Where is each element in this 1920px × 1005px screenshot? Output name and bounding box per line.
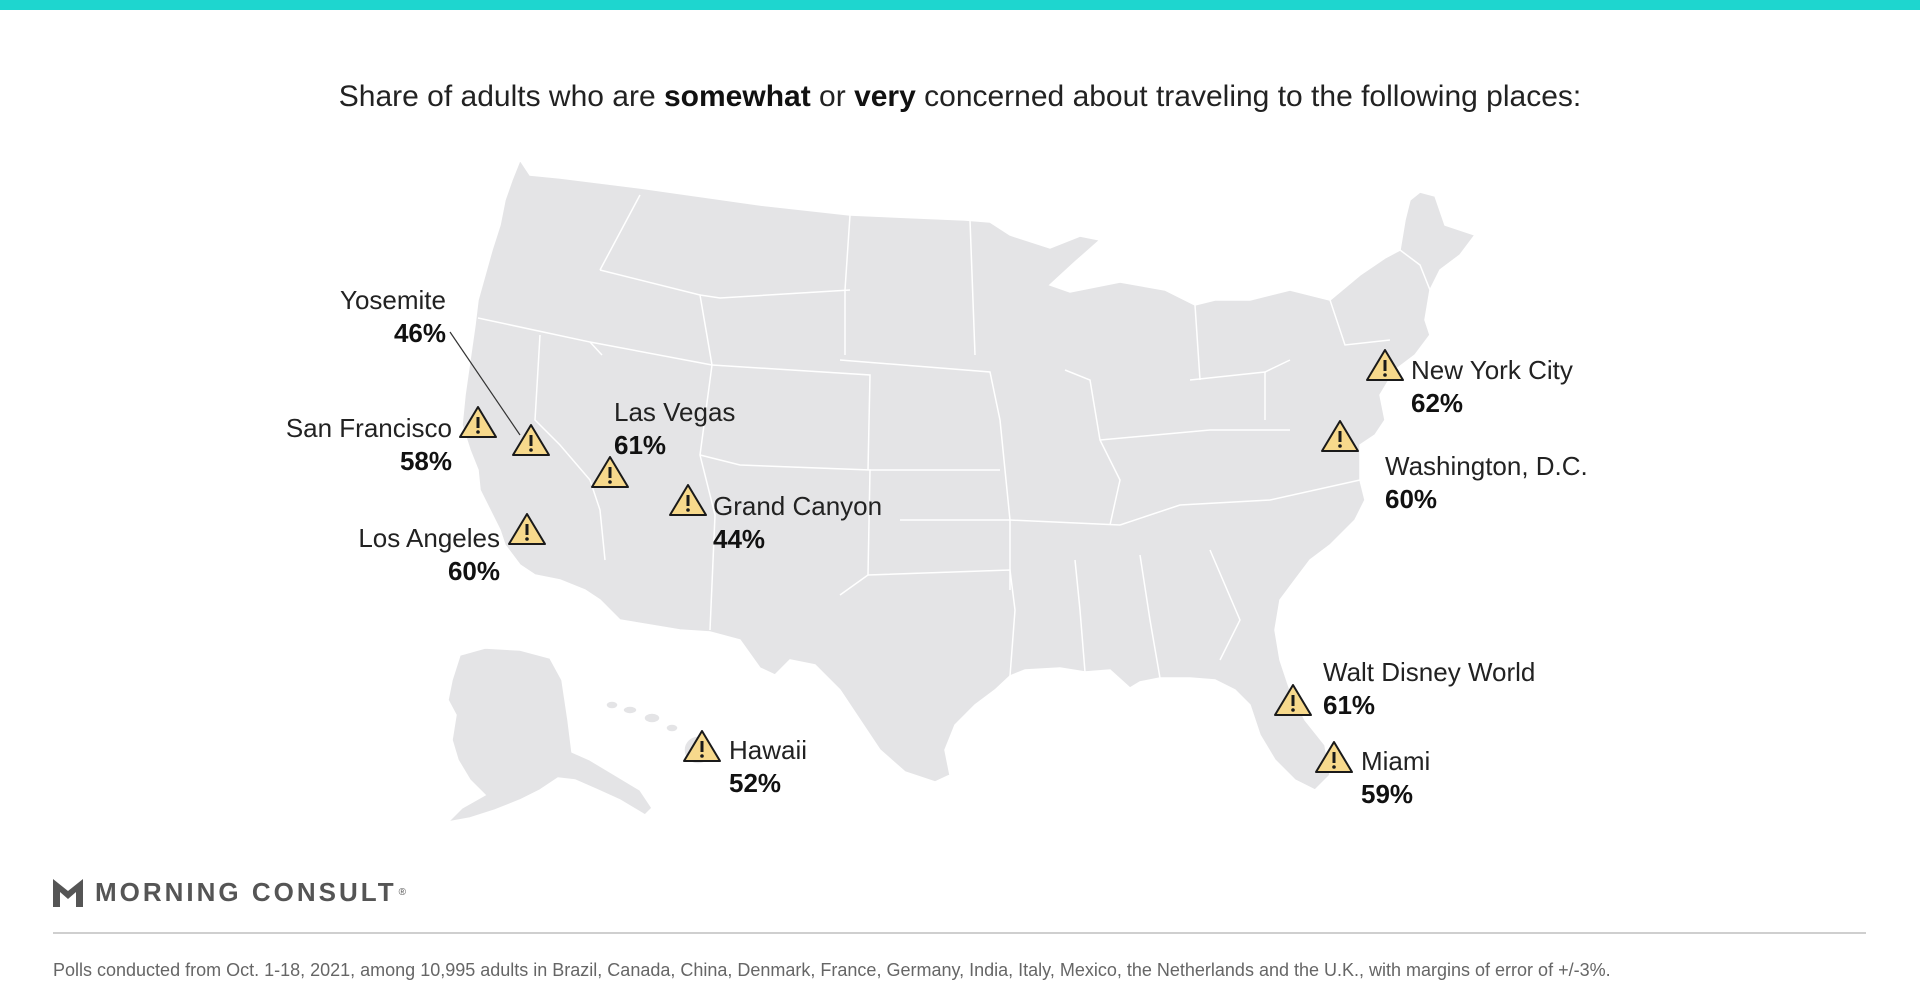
morning-consult-logo-icon <box>53 878 83 907</box>
place-value: 52% <box>729 768 782 798</box>
warning-icon <box>1274 684 1312 716</box>
place-value: 44% <box>713 524 766 554</box>
warning-icon <box>508 513 546 545</box>
label-hawaii: Hawaii 52% <box>729 734 807 800</box>
place-value: 61% <box>1323 690 1376 720</box>
headline-bold-very: very <box>854 80 916 113</box>
headline-bold-somewhat: somewhat <box>663 80 811 113</box>
hawaii-island-2 <box>622 705 638 715</box>
place-value: 46% <box>393 318 446 348</box>
state-borders <box>477 194 1431 679</box>
place-value: 60% <box>447 556 500 586</box>
place-value: 62% <box>1411 388 1464 418</box>
label-san-francisco: San Francisco 58% <box>250 412 452 478</box>
label-grand-canyon: Grand Canyon 44% <box>713 490 882 556</box>
place-name: Washington, D.C. <box>1385 451 1588 481</box>
warning-icon <box>512 424 550 456</box>
place-name: San Francisco <box>285 413 452 443</box>
label-walt-disney-world: Walt Disney World 61% <box>1323 656 1535 722</box>
place-name: Grand Canyon <box>713 491 883 521</box>
footer-divider <box>53 932 1866 934</box>
headline-prefix: Share of adults who are <box>338 80 664 113</box>
label-los-angeles: Los Angeles 60% <box>300 522 500 588</box>
label-new-york-city: New York City 62% <box>1411 354 1573 420</box>
brand-trademark: ® <box>398 887 406 898</box>
place-name: Yosemite <box>340 285 446 315</box>
brand-name: MORNING CONSULT <box>95 877 397 907</box>
place-name: New York City <box>1411 355 1573 385</box>
warning-icon <box>591 456 629 488</box>
headline-middle: or <box>810 80 855 113</box>
warning-icon <box>1315 741 1353 773</box>
place-name: Miami <box>1361 746 1431 776</box>
warning-icon <box>1366 349 1404 381</box>
label-washington-dc: Washington, D.C. 60% <box>1385 450 1588 516</box>
label-yosemite: Yosemite 46% <box>300 284 446 350</box>
alaska-shape <box>445 647 653 824</box>
warning-icon <box>1321 420 1359 452</box>
place-value: 61% <box>614 430 667 460</box>
brand-logo: MORNING CONSULT ® <box>53 877 406 908</box>
headline: Share of adults who are somewhat or very… <box>0 80 1920 114</box>
place-value: 58% <box>399 446 452 476</box>
label-miami: Miami 59% <box>1361 745 1430 811</box>
top-accent-bar <box>0 0 1920 10</box>
hawaii-island-3 <box>643 712 661 724</box>
label-las-vegas: Las Vegas 61% <box>614 396 735 462</box>
place-name: Walt Disney World <box>1323 657 1536 687</box>
warning-icon <box>459 406 497 438</box>
place-name: Hawaii <box>729 735 808 765</box>
footnote: Polls conducted from Oct. 1-18, 2021, am… <box>53 960 1611 980</box>
place-name: Los Angeles <box>358 523 500 553</box>
warning-icon <box>669 484 707 516</box>
headline-suffix: concerned about traveling to the followi… <box>915 80 1582 113</box>
yosemite-leader-line <box>449 331 521 436</box>
warning-icon <box>683 730 721 762</box>
hawaii-island-1 <box>605 700 619 710</box>
contiguous-us-shape <box>461 158 1477 791</box>
map-land <box>445 158 1477 824</box>
place-value: 60% <box>1385 484 1438 514</box>
place-value: 59% <box>1361 779 1414 809</box>
hawaii-island-4 <box>665 723 679 733</box>
place-name: Las Vegas <box>614 397 736 427</box>
